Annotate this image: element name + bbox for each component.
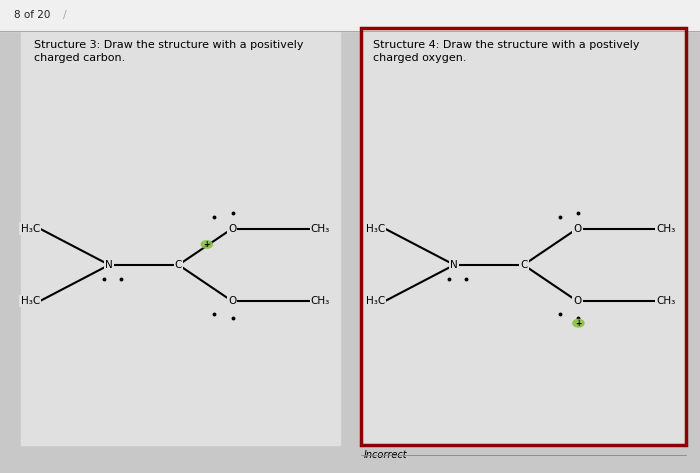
Text: H₃C: H₃C [21,296,40,306]
Bar [360,28,686,445]
Text: N: N [105,260,113,270]
Text: O: O [228,296,236,306]
Text: +: + [575,319,582,328]
Text: H₃C: H₃C [366,296,385,306]
Text: N: N [450,260,459,270]
Text: Structure 4: Draw the structure with a postively
charged oxygen.: Structure 4: Draw the structure with a p… [373,40,640,63]
Circle shape [573,319,584,327]
Text: Structure 3: Draw the structure with a positively
charged carbon.: Structure 3: Draw the structure with a p… [34,40,303,63]
Bar [360,28,686,445]
Text: /: / [63,10,66,20]
Bar [21,28,340,445]
Text: CH₃: CH₃ [311,296,330,306]
Text: O: O [228,224,236,234]
Text: C: C [175,260,182,270]
Bar [0,0,700,31]
Circle shape [202,241,213,248]
Text: CH₃: CH₃ [656,224,676,234]
Text: C: C [520,260,527,270]
Text: Incorrect: Incorrect [364,450,407,460]
Text: H₃C: H₃C [366,224,385,234]
Text: O: O [573,224,581,234]
Text: CH₃: CH₃ [656,296,676,306]
Text: H₃C: H₃C [21,224,40,234]
Text: O: O [573,296,581,306]
Text: 8 of 20: 8 of 20 [14,10,50,20]
Text: CH₃: CH₃ [311,224,330,234]
Text: +: + [204,240,210,249]
